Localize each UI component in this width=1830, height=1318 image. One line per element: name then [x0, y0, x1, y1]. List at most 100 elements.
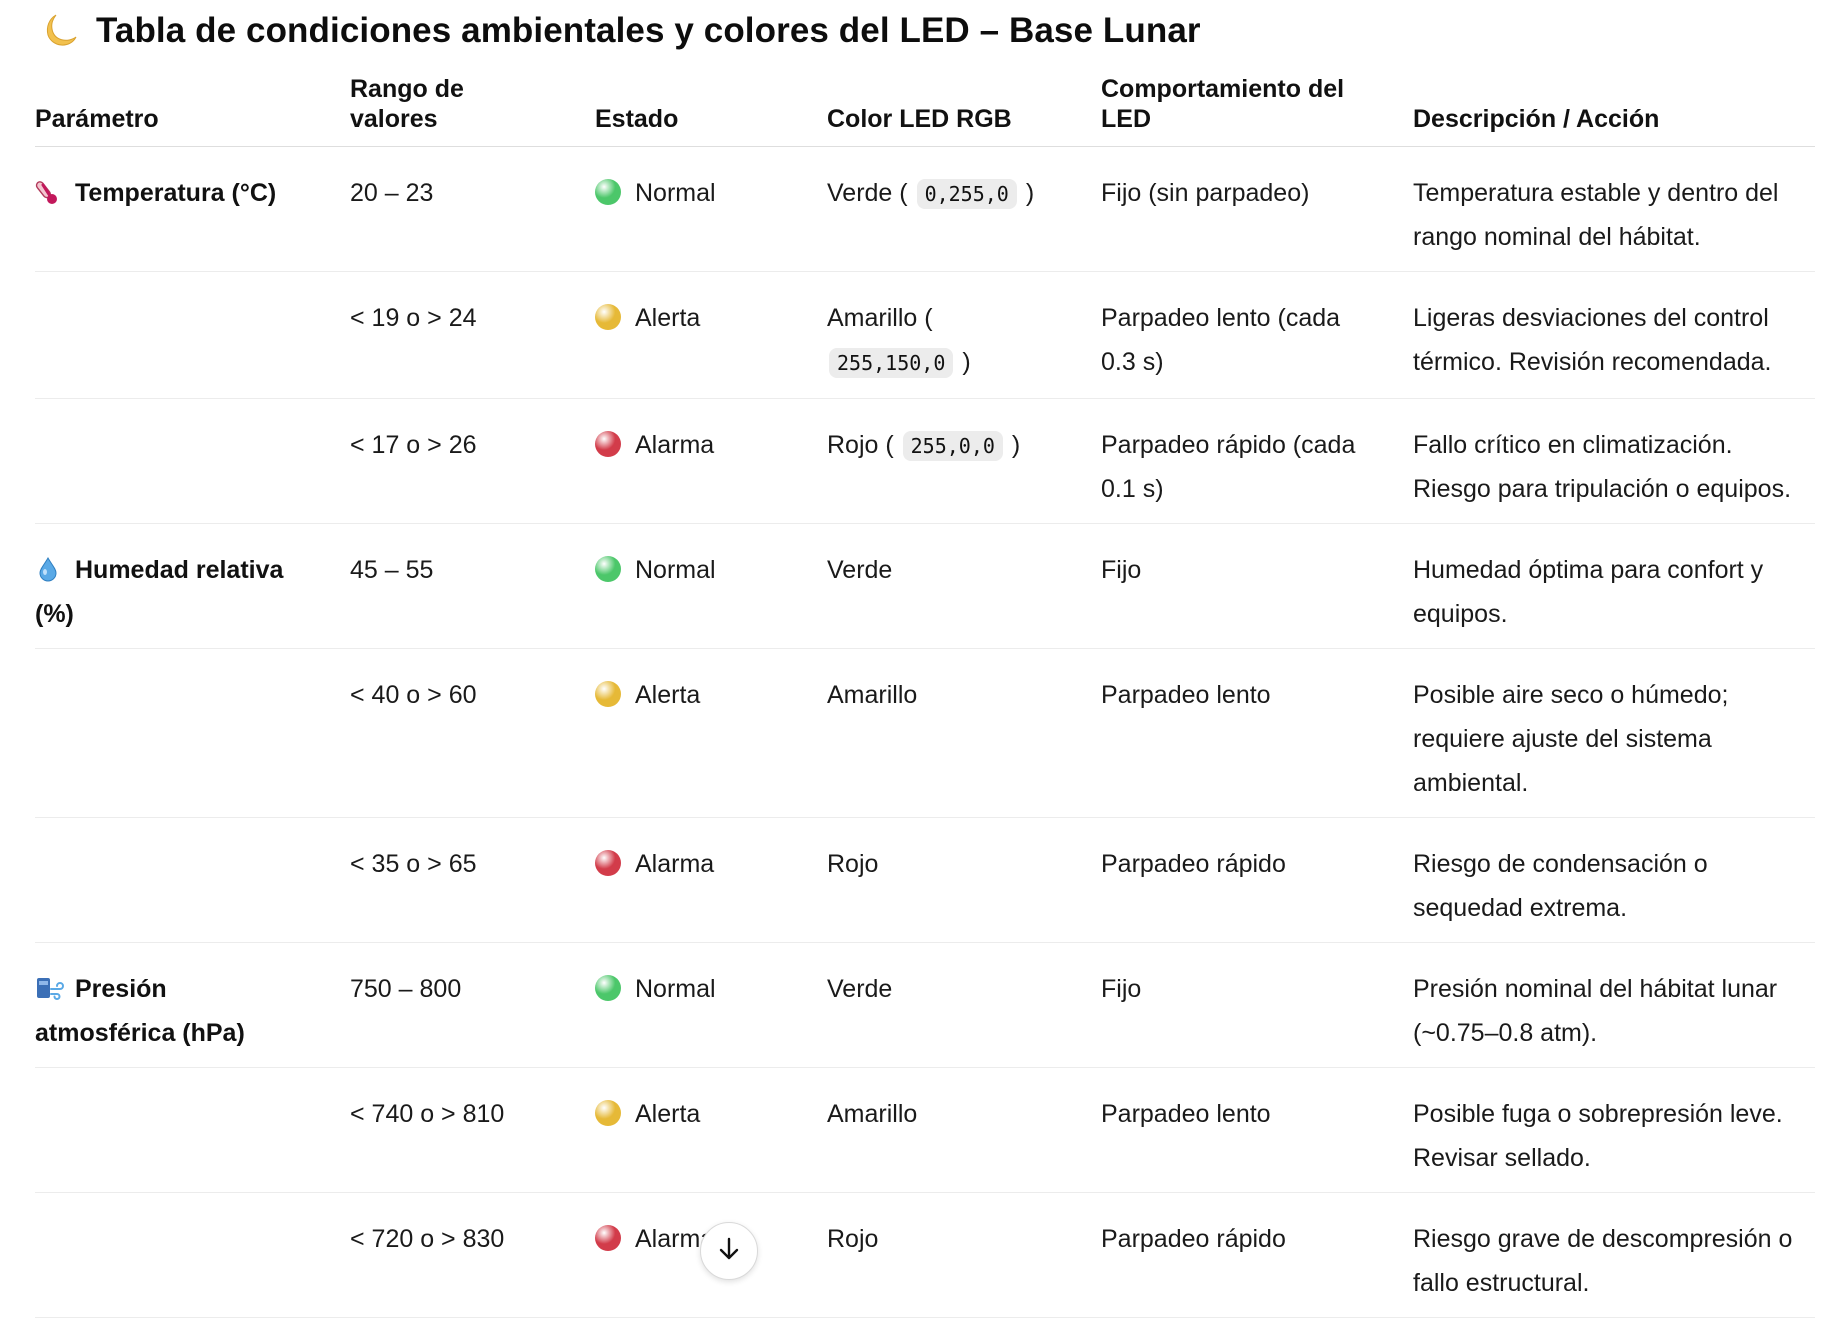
cell-led-behavior: Parpadeo rápido (cada 0.1 s) — [1101, 431, 1356, 503]
cell-led-color: Verde ( 0,255,0 ) — [827, 171, 1067, 216]
cell-led-behavior: Fijo — [1101, 556, 1142, 584]
cell-status: Alerta — [595, 673, 795, 717]
cell-status: Alerta — [595, 1092, 795, 1136]
cell-description: Ligeras desviaciones del control térmico… — [1413, 304, 1772, 376]
cell-led-color: Rojo ( 255,0,0 ) — [827, 423, 1067, 468]
led-color-name: Amarillo — [827, 681, 918, 709]
water-drop-icon — [35, 552, 61, 582]
cell-led-color: Rojo — [827, 842, 1067, 886]
cell-led-color: Amarillo — [827, 673, 1067, 717]
cell-led-behavior: Parpadeo lento (cada 0.3 s) — [1101, 304, 1341, 376]
table-row: Temperatura (°C) 20 – 23 Normal Verde ( 0,2… — [35, 147, 1815, 272]
parameter-label: Presión atmosférica (hPa) — [35, 975, 245, 1047]
cell-range: < 40 o > 60 — [350, 681, 477, 709]
parameter-label: Temperatura (°C) — [75, 179, 277, 207]
status-dot-icon — [595, 1225, 621, 1251]
cell-status: Alarma — [595, 1217, 795, 1261]
table-row: < 720 o > 830 Alarma Rojo Parpadeo rápido Ri… — [35, 1193, 1815, 1318]
cell-led-behavior: Parpadeo rápido — [1101, 1225, 1286, 1253]
cell-description: Temperatura estable y dentro del rango n… — [1413, 179, 1779, 251]
led-color-name: Verde ( — [827, 179, 908, 207]
header-comportamiento: Comportamiento del LED — [1101, 75, 1345, 133]
cell-led-behavior: Fijo — [1101, 975, 1142, 1003]
page: Tabla de condiciones ambientales y color… — [35, 6, 1815, 1318]
status-label: Alarma — [635, 850, 715, 878]
cell-led-behavior: Parpadeo rápido — [1101, 850, 1286, 878]
led-color-name: Amarillo ( — [827, 304, 933, 332]
cell-status: Alarma — [595, 842, 795, 886]
cell-description: Riesgo de condensación o sequedad extrem… — [1413, 850, 1708, 922]
scroll-down-button[interactable] — [700, 1222, 758, 1280]
status-dot-icon — [595, 304, 621, 330]
cell-parameter: Presión atmosférica (hPa) — [35, 967, 290, 1055]
cell-status: Alerta — [595, 296, 795, 340]
led-color-name: Verde — [827, 556, 893, 584]
table-row: Humedad relativa (%) 45 – 55 Normal Verde Fi… — [35, 524, 1815, 649]
status-dot-icon — [595, 1100, 621, 1126]
status-label: Normal — [635, 556, 716, 584]
status-dot-icon — [595, 681, 621, 707]
cell-range: 750 – 800 — [350, 975, 462, 1003]
led-color-close: ) — [1011, 431, 1021, 459]
table-row: < 17 o > 26 Alarma Rojo ( 255,0,0 ) Parpade… — [35, 399, 1815, 524]
cell-status: Normal — [595, 548, 795, 592]
cell-description: Fallo crítico en climatización. Riesgo p… — [1413, 431, 1792, 503]
cell-status: Normal — [595, 171, 795, 215]
wind-pressure-icon — [35, 971, 64, 1000]
cell-description: Posible aire seco o húmedo; requiere aju… — [1413, 681, 1729, 797]
table-row: < 19 o > 24 Alerta Amarillo ( 255,150,0 ) P… — [35, 272, 1815, 399]
status-label: Normal — [635, 179, 716, 207]
cell-range: < 740 o > 810 — [350, 1100, 505, 1128]
cell-led-color: Amarillo ( 255,150,0 ) — [827, 296, 1067, 385]
cell-parameter: Humedad relativa (%) — [35, 548, 290, 636]
status-dot-icon — [595, 850, 621, 876]
rgb-code: 255,0,0 — [902, 431, 1003, 461]
cell-range: < 35 o > 65 — [350, 850, 477, 878]
status-label: Alarma — [635, 431, 715, 459]
table-body: Temperatura (°C) 20 – 23 Normal Verde ( 0,2… — [35, 147, 1815, 1318]
cell-range: 20 – 23 — [350, 179, 434, 207]
status-label: Normal — [635, 975, 716, 1003]
header-descripcion: Descripción / Acción — [1413, 105, 1660, 133]
cell-led-behavior: Parpadeo lento — [1101, 681, 1271, 709]
status-dot-icon — [595, 975, 621, 1001]
cell-range: < 19 o > 24 — [350, 304, 477, 332]
status-label: Alerta — [635, 304, 701, 332]
cell-range: < 720 o > 830 — [350, 1225, 505, 1253]
cell-led-color: Verde — [827, 548, 1067, 592]
led-color-name: Rojo — [827, 1225, 879, 1253]
header-parametro: Parámetro — [35, 105, 159, 133]
environment-table: Parámetro Rango de valores Estado Color … — [35, 66, 1815, 1318]
table-row: < 740 o > 810 Alerta Amarillo Parpadeo lent… — [35, 1068, 1815, 1193]
header-rango: Rango de valores — [350, 75, 464, 133]
header-color: Color LED RGB — [827, 105, 1012, 133]
table-row: < 35 o > 65 Alarma Rojo Parpadeo rápido Ries… — [35, 818, 1815, 943]
rgb-code: 0,255,0 — [916, 179, 1017, 209]
led-color-close: ) — [1025, 179, 1035, 207]
cell-led-color: Verde — [827, 967, 1067, 1011]
cell-range: 45 – 55 — [350, 556, 434, 584]
rgb-code: 255,150,0 — [829, 348, 954, 378]
cell-description: Riesgo grave de descompresión o fallo es… — [1413, 1225, 1793, 1297]
cell-status: Normal — [595, 967, 795, 1011]
title-row: Tabla de condiciones ambientales y color… — [40, 6, 1201, 56]
cell-led-color: Rojo — [827, 1217, 1067, 1261]
cell-range: < 17 o > 26 — [350, 431, 477, 459]
cell-status: Alarma — [595, 423, 795, 467]
cell-description: Posible fuga o sobrepresión leve. Revisa… — [1413, 1100, 1783, 1172]
cell-led-behavior: Fijo (sin parpadeo) — [1101, 179, 1310, 207]
parameter-label: Humedad relativa (%) — [35, 556, 284, 628]
cell-parameter: Temperatura (°C) — [35, 171, 290, 215]
header-estado: Estado — [595, 105, 679, 133]
thermometer-icon — [35, 175, 61, 204]
led-color-name: Verde — [827, 975, 893, 1003]
status-dot-icon — [595, 431, 621, 457]
led-color-name: Amarillo — [827, 1100, 918, 1128]
status-dot-icon — [595, 556, 621, 582]
status-dot-icon — [595, 179, 621, 205]
led-color-close: ) — [962, 348, 971, 376]
table-header: Parámetro Rango de valores Estado Color … — [35, 66, 1815, 147]
led-color-name: Rojo ( — [827, 431, 894, 459]
status-label: Alerta — [635, 1100, 701, 1128]
table-row: Presión atmosférica (hPa) 750 – 800 Normal… — [35, 943, 1815, 1068]
